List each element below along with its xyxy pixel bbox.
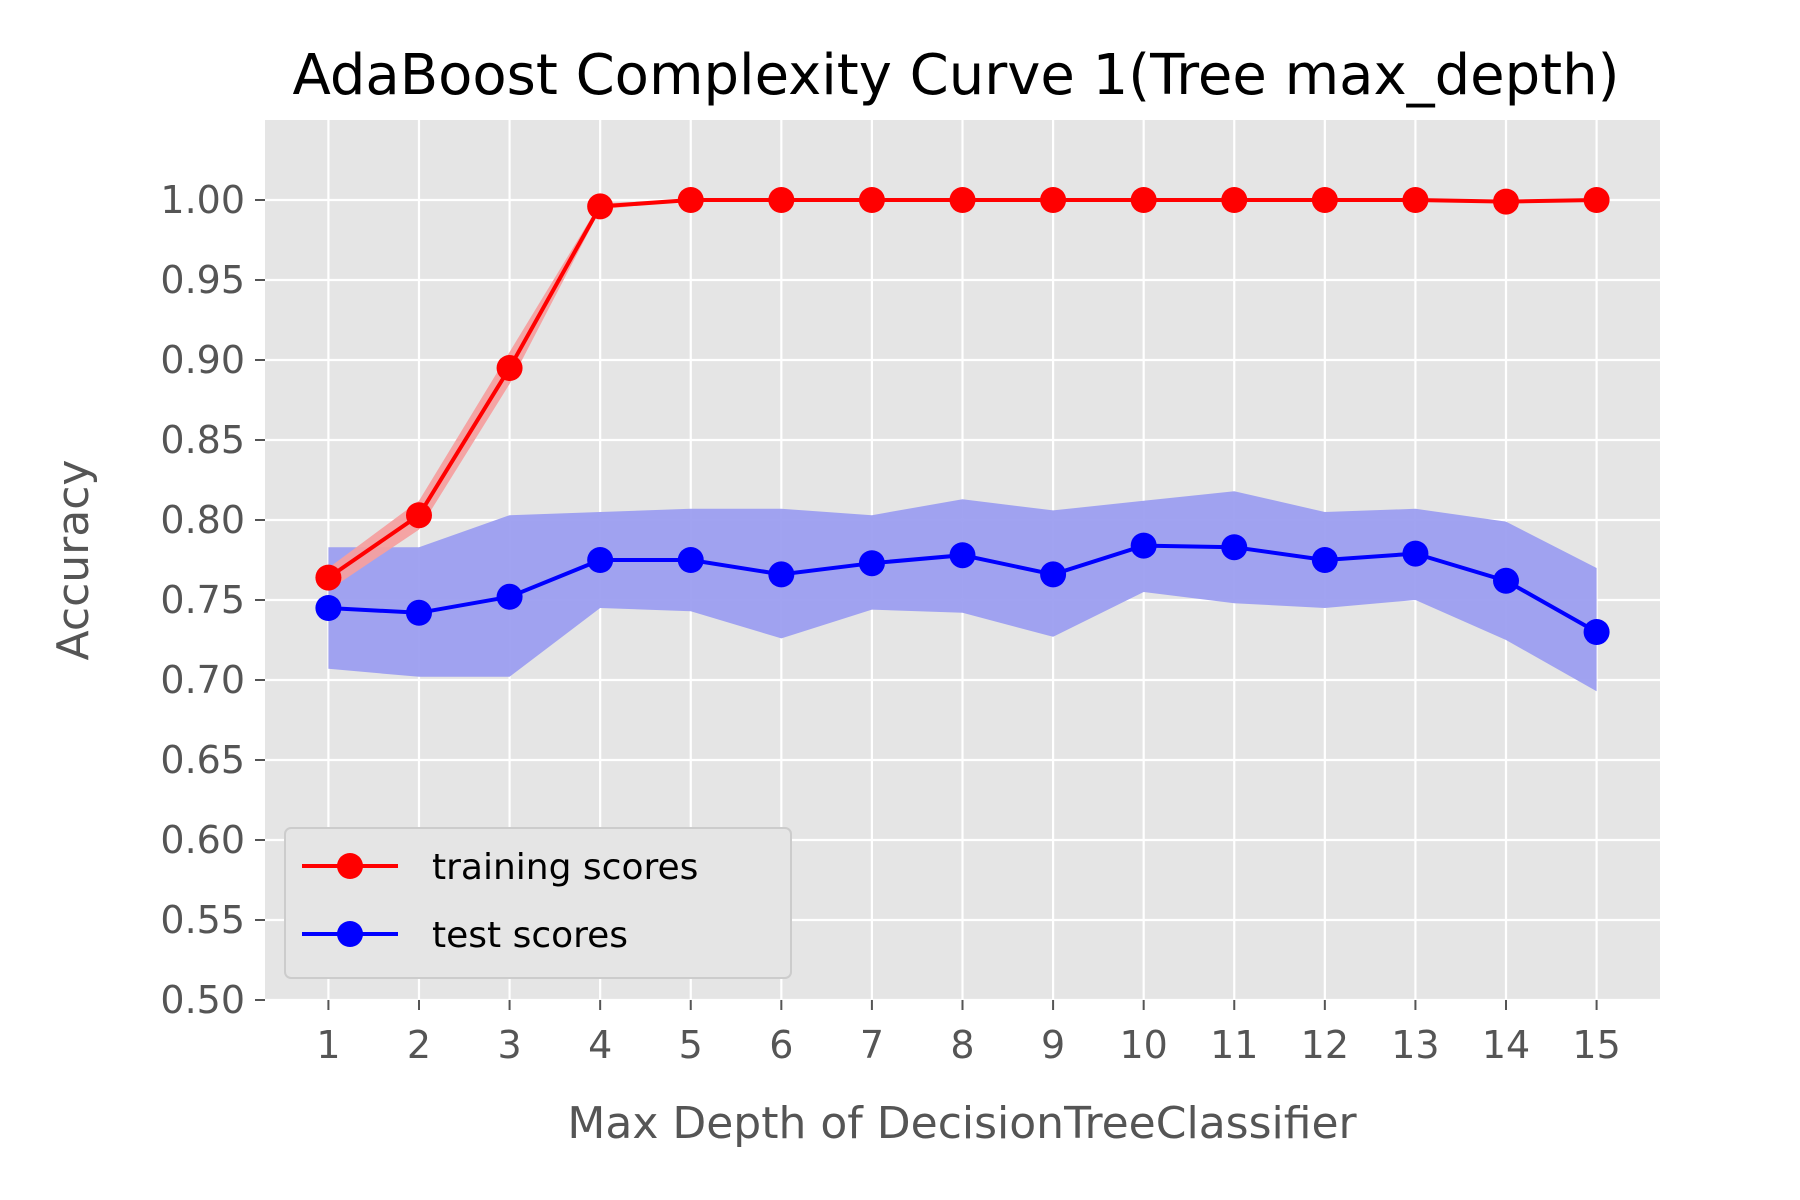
y-tick-label: 0.70 [160,658,245,702]
legend: training scores test scores [284,827,792,979]
point-training [949,187,976,213]
y-tick-label: 0.90 [160,338,245,382]
legend-box [284,827,792,979]
x-tick-label: 10 [1119,1023,1167,1067]
y-axis-label: Accuracy [48,460,99,661]
x-tick-label: 5 [679,1023,703,1067]
point-test [1493,567,1520,594]
x-axis-label: Max Depth of DecisionTreeClassifier [567,1098,1357,1149]
y-tick-label: 1.00 [160,178,245,222]
legend-label-test: test scores [432,915,628,956]
y-tick-label: 0.95 [160,258,245,302]
point-test [496,583,523,610]
point-test [405,599,432,626]
point-training [1311,187,1338,213]
point-training [1130,187,1157,213]
point-test [858,550,885,577]
x-tick-label: 11 [1210,1023,1258,1067]
x-tick-label: 14 [1482,1023,1530,1067]
point-training [496,355,523,381]
confidence-bands [328,200,1597,692]
x-tick-label: 7 [860,1023,884,1067]
point-test [677,547,704,573]
point-test [768,561,795,588]
series-points [315,187,1610,645]
x-tick-label: 12 [1301,1023,1349,1067]
point-test [1402,540,1429,567]
point-test [1040,561,1067,588]
point-test [315,595,342,621]
chart-title: AdaBoost Complexity Curve 1(Tree max_dep… [293,43,1620,108]
y-tick-label: 0.65 [160,738,245,782]
point-test [1221,534,1248,561]
point-test [1130,532,1157,559]
x-tick-label: 4 [588,1023,612,1067]
point-test [949,542,976,569]
y-tick-label: 0.75 [160,578,245,622]
x-tick-label: 13 [1391,1023,1439,1067]
y-tick-label: 0.60 [160,818,245,862]
y-tick-label: 0.85 [160,418,245,462]
point-training [315,564,342,591]
point-test [587,547,614,573]
point-training [1221,187,1248,213]
point-test [1311,547,1338,573]
x-tick-label: 15 [1572,1023,1620,1067]
point-training [1583,187,1610,213]
legend-marker-training [337,853,363,879]
point-test [1583,619,1610,645]
point-training [768,187,795,213]
x-tick-label: 8 [950,1023,974,1067]
x-tick-label: 3 [497,1023,521,1067]
legend-label-training: training scores [432,847,698,888]
point-training [587,193,614,220]
x-axis-ticks: 1 2 3 4 5 6 7 8 9 10 11 12 13 14 15 [316,1000,1621,1067]
point-training [1040,187,1067,213]
y-tick-label: 0.80 [160,498,245,542]
point-training [858,187,885,213]
x-tick-label: 2 [407,1023,431,1067]
x-tick-label: 6 [769,1023,793,1067]
point-training [1402,187,1429,213]
y-tick-label: 0.50 [160,978,245,1022]
legend-marker-test [337,921,363,947]
point-training [405,502,432,529]
y-tick-label: 0.55 [160,898,245,942]
point-training [1493,188,1520,215]
x-tick-label: 9 [1041,1023,1065,1067]
point-training [677,187,704,213]
band-test [328,491,1597,692]
x-tick-label: 1 [316,1023,340,1067]
y-axis-ticks: 0.50 0.55 0.60 0.65 0.70 0.75 0.80 0.85 0.90 0.95… [160,178,265,1022]
